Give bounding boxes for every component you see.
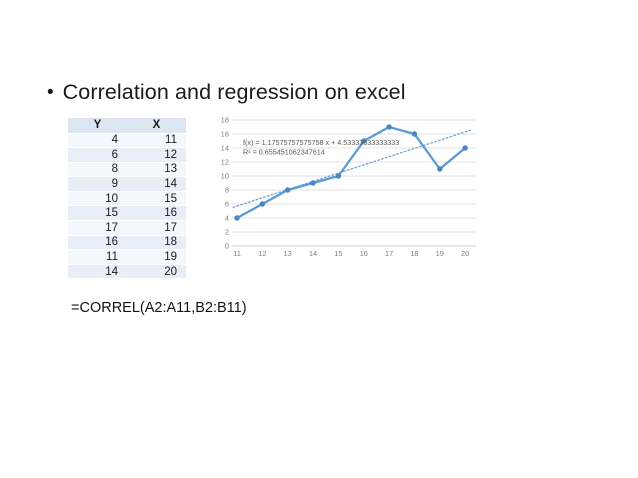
table-cell: 9 — [68, 176, 127, 192]
bullet-marker: • — [47, 82, 54, 103]
series-line — [235, 125, 467, 220]
table-row: 15 16 — [68, 205, 186, 222]
table-cell: 19 — [127, 249, 186, 265]
data-point-marker — [335, 173, 342, 179]
page-title: Correlation and regression on excel — [62, 80, 406, 104]
table-cell: 11 — [68, 249, 127, 265]
table-cell: 12 — [127, 147, 186, 163]
table-row: 11 19 — [68, 249, 186, 265]
table-cell: 17 — [127, 220, 186, 236]
data-point-marker — [310, 180, 316, 186]
table-cell: 15 — [68, 205, 127, 222]
table-row: 17 17 — [68, 220, 186, 236]
table-cell: 13 — [127, 162, 186, 178]
y-tick-label: 18 — [221, 116, 229, 125]
x-tick-label: 14 — [309, 249, 317, 258]
table-row: 8 13 — [68, 162, 186, 178]
table-header-cell: Y — [68, 118, 127, 134]
table-cell: 16 — [68, 235, 127, 251]
table-cell: 6 — [68, 147, 127, 163]
y-tick-label: 10 — [221, 172, 229, 181]
y-tick-label: 2 — [225, 228, 229, 237]
table-header-cell: X — [127, 118, 186, 134]
trendline — [232, 128, 474, 208]
data-point-marker — [285, 187, 291, 193]
x-tick-label: 17 — [385, 249, 393, 258]
table-cell: 18 — [127, 235, 186, 251]
x-tick-label: 20 — [461, 249, 469, 258]
table-cell: 15 — [127, 191, 186, 207]
data-point-marker — [259, 201, 266, 207]
x-tick-label: 18 — [410, 249, 418, 258]
title-row: • Correlation and regression on excel — [47, 80, 406, 105]
table-row: 16 18 — [68, 235, 186, 251]
table-cell: 8 — [68, 162, 127, 178]
data-point-marker — [462, 145, 468, 151]
x-tick-label: 16 — [360, 249, 368, 258]
table-cell: 4 — [68, 133, 127, 149]
y-tick-label: 0 — [225, 242, 229, 251]
correl-formula: =CORREL(A2:A11,B2:B11) — [71, 300, 247, 316]
table-cell: 16 — [127, 205, 186, 222]
table-cell: 10 — [68, 191, 127, 207]
table-row: 10 15 — [68, 191, 186, 207]
data-point-marker — [361, 138, 367, 144]
table-cell: 14 — [127, 176, 186, 192]
line-chart: 0 2 4 6 8 10 12 14 16 18 11 12 13 14 15 16 17 18 19 20 f(x) … — [221, 116, 476, 258]
y-tick-label: 12 — [221, 158, 229, 167]
table-cell: 11 — [127, 133, 186, 149]
y-tick-label: 14 — [221, 144, 229, 153]
data-point-marker — [234, 215, 240, 221]
y-tick-label: 8 — [225, 186, 229, 195]
table-row: 6 12 — [68, 147, 186, 163]
trend-equation-label: f(x) = 1.17575757575758 x + 4.5333333333… — [243, 138, 399, 147]
table-row: 9 14 — [68, 176, 186, 192]
x-tick-label: 15 — [334, 249, 342, 258]
x-tick-label: 11 — [233, 249, 241, 258]
r-squared-label: R² = 0.655451062347614 — [243, 148, 325, 157]
table-body: 4 11 6 12 8 13 9 14 10 15 15 16 17 17 16 18 11 19 14 20 — [68, 133, 186, 280]
y-tick-label: 16 — [221, 130, 229, 139]
y-tick-label: 6 — [225, 200, 229, 209]
data-point-marker — [386, 124, 392, 130]
x-tick-label: 12 — [258, 249, 266, 258]
x-tick-label: 13 — [284, 249, 292, 258]
data-point-marker — [437, 166, 443, 172]
table-row: 4 11 — [68, 133, 186, 149]
data-point-marker — [411, 131, 418, 137]
table-cell: 14 — [68, 264, 127, 280]
table-cell: 20 — [127, 264, 186, 280]
table-row: 14 20 — [68, 264, 186, 280]
x-tick-label: 19 — [436, 249, 444, 258]
table-cell: 17 — [68, 220, 127, 236]
y-tick-label: 4 — [225, 214, 229, 223]
